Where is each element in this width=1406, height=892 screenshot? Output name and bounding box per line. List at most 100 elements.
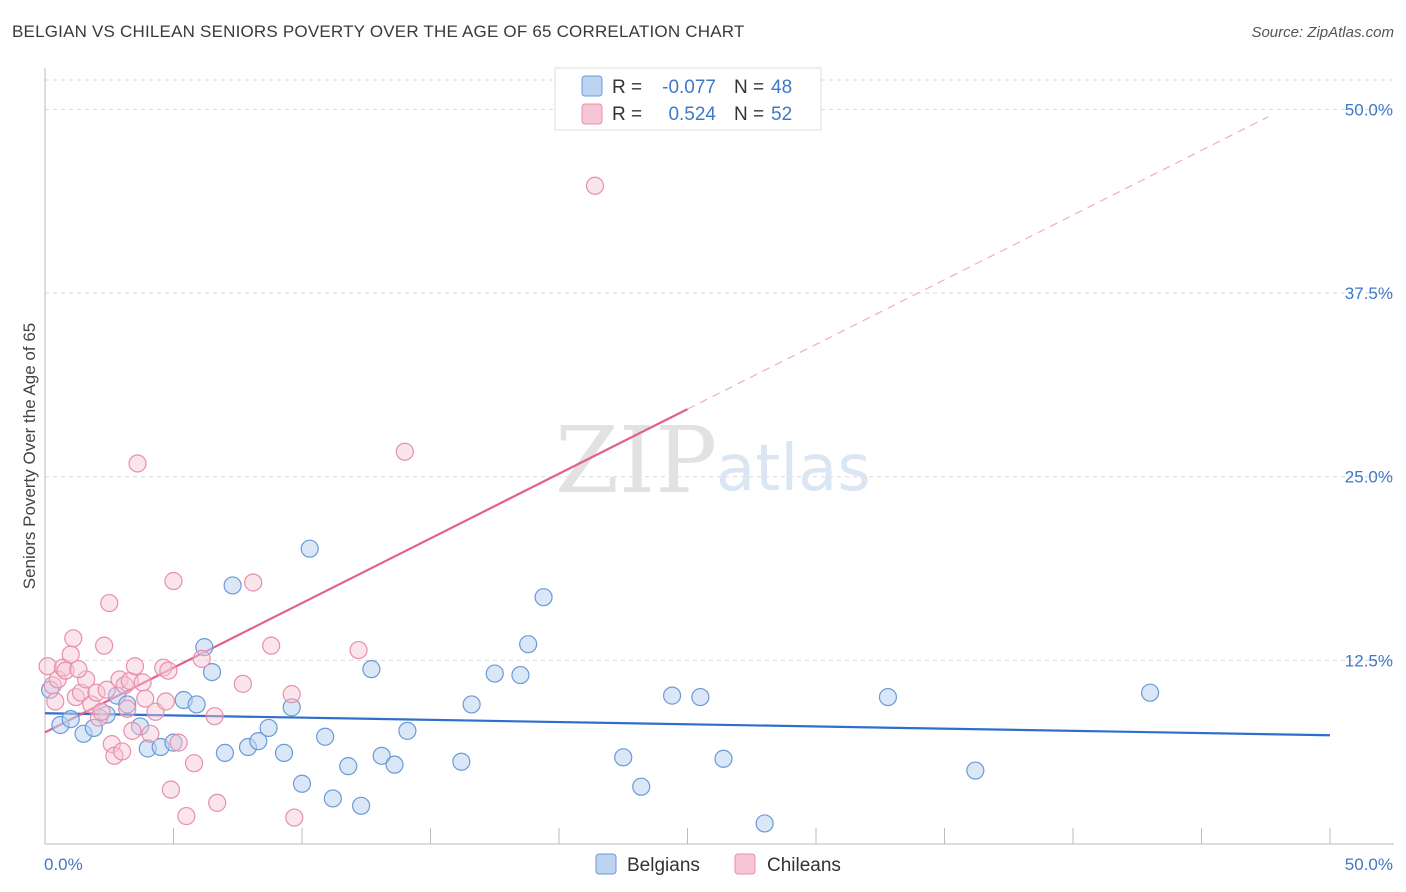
y-tick-label: 37.5% [1345,284,1393,303]
chilean-point [285,808,304,827]
chilean-point [161,780,181,799]
belgian-point [215,743,234,763]
chilean-point [159,661,178,680]
chilean-points [38,176,605,827]
chilean-point [233,674,252,693]
watermark-atlas: atlas [716,432,871,506]
belgian-point [632,777,651,796]
belgian-point [462,695,481,714]
chilean-point [141,724,160,743]
y-tick-label: 12.5% [1345,651,1393,670]
watermark-zip: ZIP [555,407,717,514]
chilean-point [154,658,173,677]
legend-chileans-swatch [734,853,756,875]
chilean-point [102,734,121,754]
belgian-point [662,686,682,705]
belgian-point [362,660,381,679]
chilean-point [244,573,263,592]
belgian-point [292,774,312,793]
belgian-point [202,662,222,682]
belgian-point [452,752,471,771]
belgian-point [323,789,342,808]
chilean-point [164,571,183,591]
legend-chileans-label: Chileans [767,855,841,876]
y-axis-title: Seniors Poverty Over the Age of 65 [20,323,39,589]
belgian-point [1140,683,1160,702]
legend-belgian-n-label: N = [734,77,764,98]
legend-chilean-r-value: 0.524 [668,104,716,125]
chart-source: Source: ZipAtlas.com [1251,24,1394,41]
x-tick-label-max: 50.0% [1345,855,1393,874]
chilean-point [192,649,211,668]
belgian-trend-line [44,712,1331,737]
grid-lines [45,79,1394,661]
belgian-point [249,732,268,751]
chilean-point [112,742,132,761]
chilean-point [95,636,114,655]
chilean-point [64,629,83,648]
belgian-point [614,748,633,767]
belgian-point [274,743,294,763]
chilean-point [395,442,414,461]
legend-belgians-label: Belgians [627,855,700,876]
chilean-point [585,176,605,195]
y-tick-label: 25.0% [1345,468,1393,487]
legend-belgian-r-value: -0.077 [662,77,716,98]
y-tick-labels: 12.5% 25.0% 37.5% 50.0% [1345,100,1393,670]
belgian-point [300,539,319,558]
belgian-point [84,718,103,738]
x-tick-label-min: 0.0% [44,855,83,874]
legend-chilean-r-label: R = [612,104,642,125]
belgian-point [878,687,898,707]
chilean-point [69,660,88,679]
belgian-point [372,746,391,765]
chilean-point [100,593,119,613]
chilean-point [46,692,65,711]
chilean-point [282,685,301,704]
chilean-point [262,636,281,655]
legend-correlation: R = -0.077 N = 48 R = 0.524 N = 52 [554,67,822,131]
chilean-trend-extension [687,116,1269,410]
belgian-point [755,814,774,833]
chilean-point [92,702,111,721]
belgian-point [398,721,417,740]
chilean-point [349,640,368,660]
belgian-point [61,710,80,729]
belgian-point [534,588,553,607]
belgian-point [519,635,538,654]
belgian-points [41,539,1160,833]
y-tick-label: 50.0% [1345,100,1393,119]
chilean-point [208,793,227,812]
chilean-point [128,454,147,473]
chilean-point [184,754,204,773]
belgian-point [691,687,710,707]
chilean-point [118,699,137,718]
legend-chilean-swatch [581,103,603,125]
belgian-point [259,718,278,738]
belgian-point [164,733,183,752]
belgian-point [339,757,358,776]
legend-chilean-n-label: N = [734,104,764,125]
belgian-point [195,638,214,657]
x-tick-labels: 0.0% 50.0% [44,855,1393,874]
legend-chilean-n-value: 52 [771,104,792,125]
belgian-point [511,665,530,685]
legend-belgians-swatch [595,853,617,875]
legend-belgian-n-value: 48 [771,77,792,98]
chilean-point [177,806,196,826]
belgian-point [223,576,242,595]
chart-title: BELGIAN VS CHILEAN SENIORS POVERTY OVER … [12,22,745,41]
belgian-point [714,749,733,768]
belgian-point [118,695,137,714]
axes [44,68,1394,845]
legend-belgian-r-label: R = [612,77,642,98]
legend-belgian-swatch [581,75,603,97]
belgian-point [187,695,206,714]
chilean-trend-line [44,408,688,734]
chilean-point [87,683,106,702]
belgian-point [485,664,504,683]
trend-lines [44,116,1331,737]
chilean-point [97,680,116,699]
chilean-point [133,673,152,692]
